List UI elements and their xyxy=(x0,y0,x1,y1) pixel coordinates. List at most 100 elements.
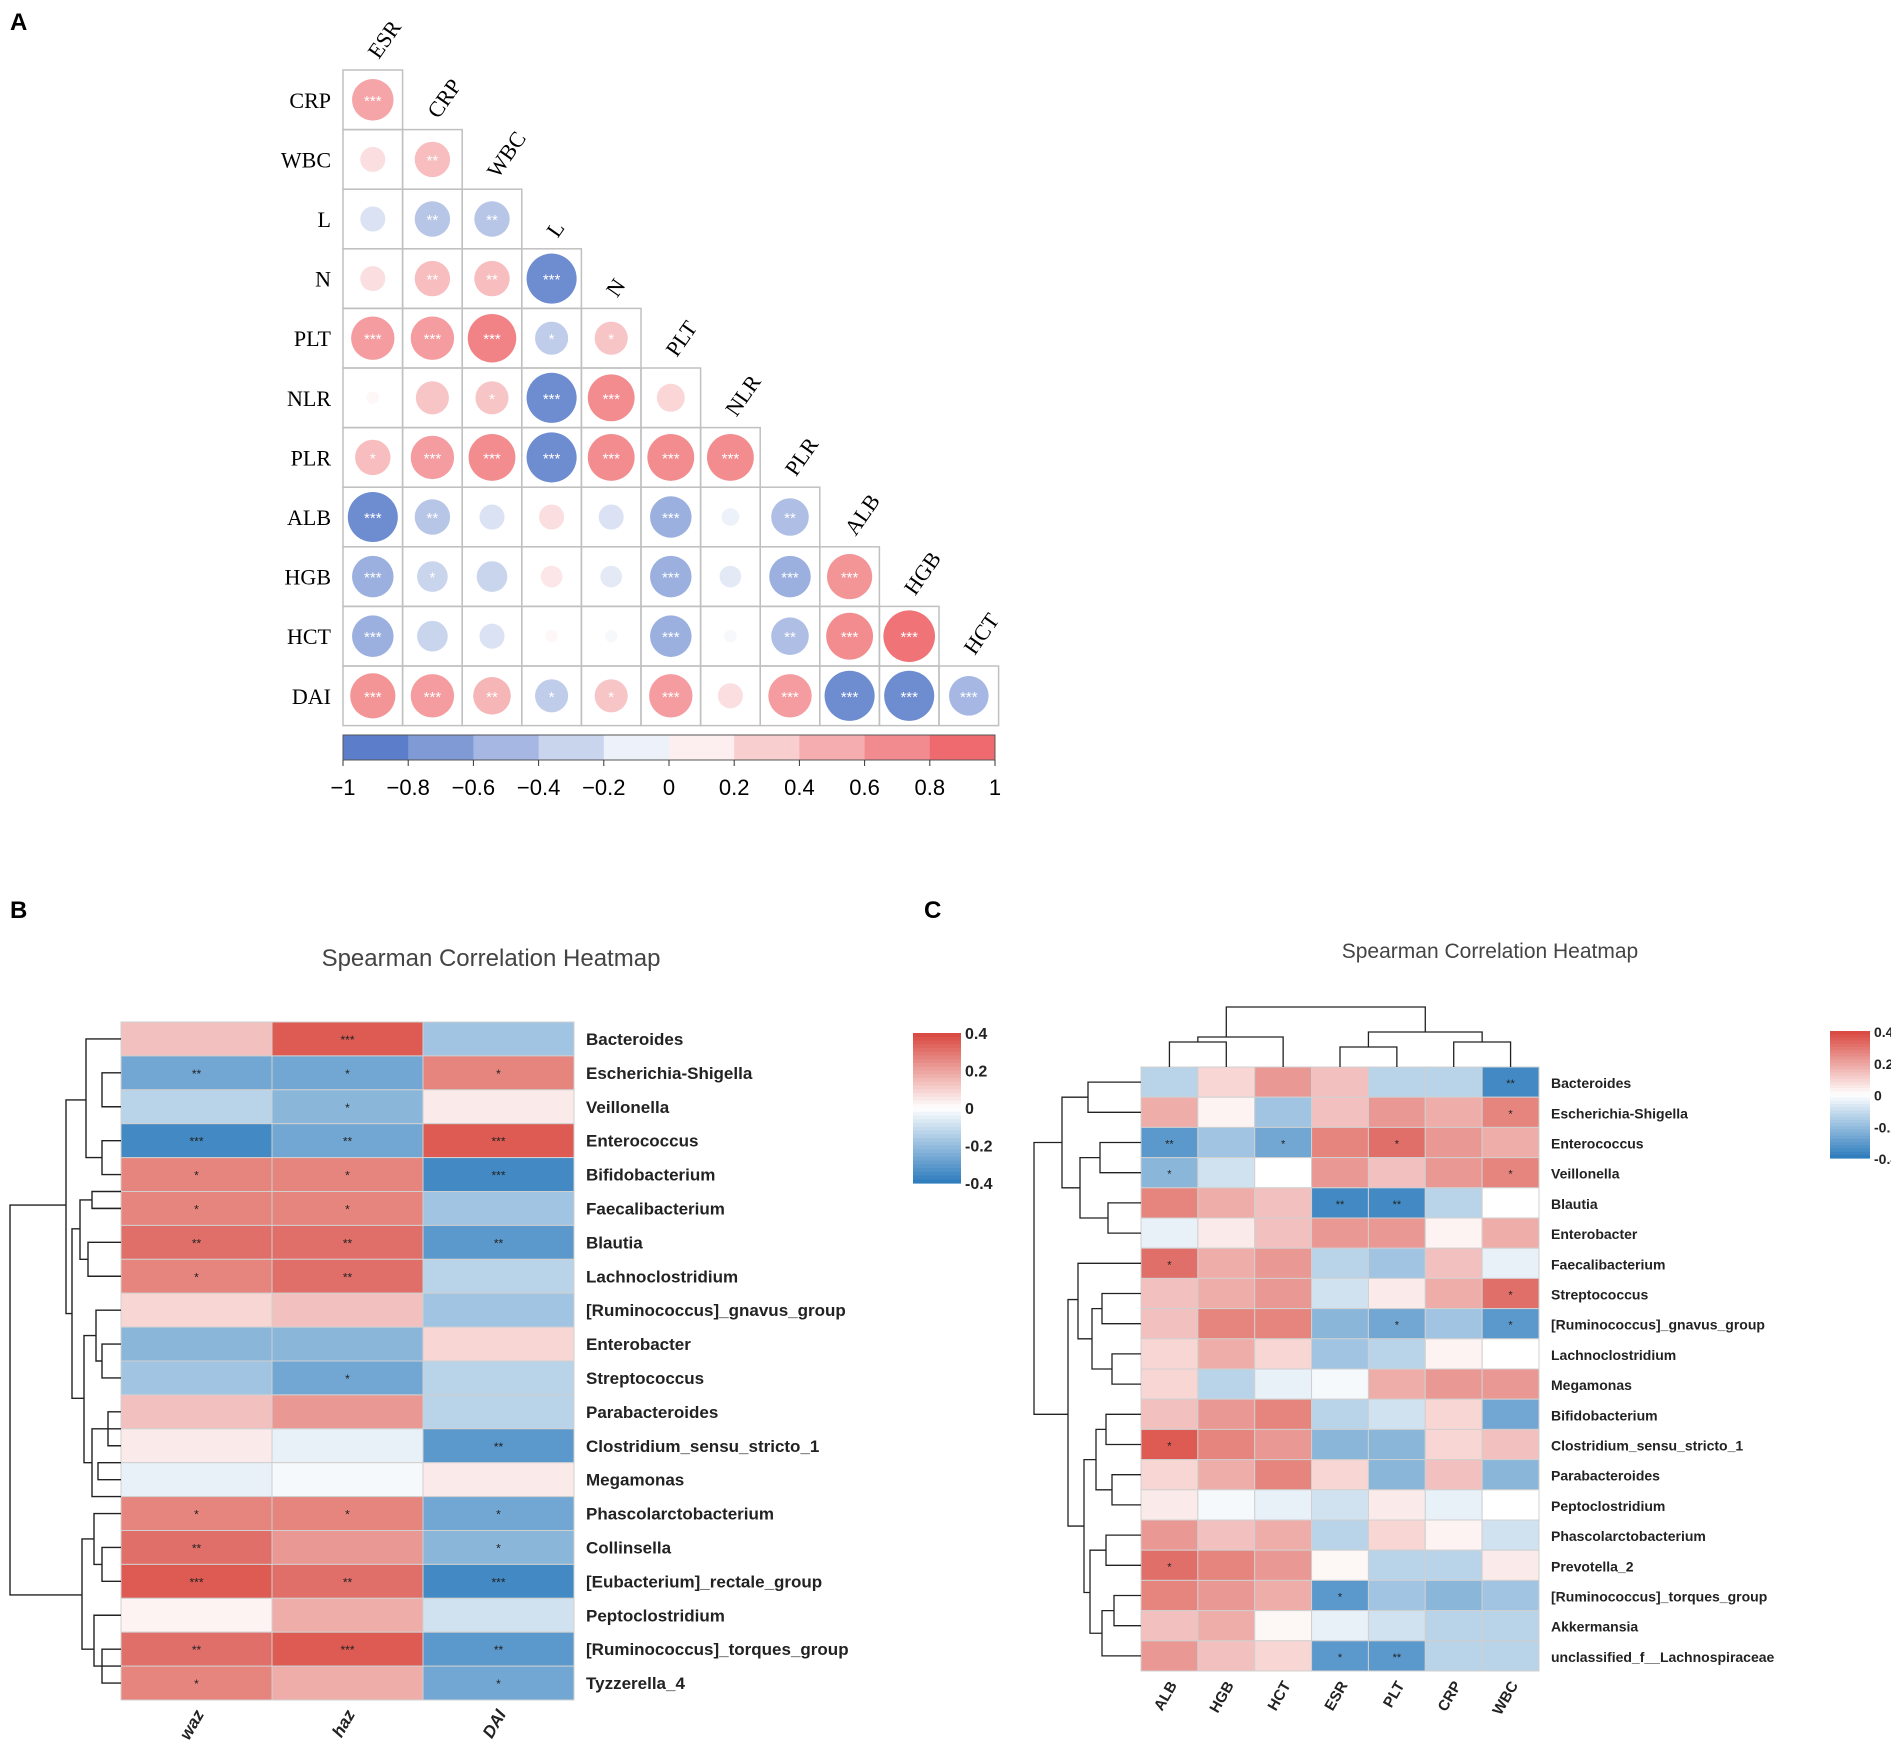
heatmap-cell xyxy=(271,1394,424,1430)
colorbar-tick-label: 1 xyxy=(989,775,1001,800)
significance-label: ** xyxy=(494,1643,504,1657)
heatmap-cell xyxy=(1481,1277,1540,1310)
colorbar-tick-label: 0.2 xyxy=(965,1064,987,1081)
correlation-circle xyxy=(350,673,396,719)
dendrogram-branch xyxy=(83,1334,96,1464)
colorbar-segment xyxy=(913,1111,961,1117)
column-label: PLR xyxy=(780,432,824,480)
heatmap-cell xyxy=(1424,1368,1483,1400)
colorbar-segment xyxy=(913,1044,961,1049)
colorbar-segment xyxy=(913,1160,961,1165)
significance-label: *** xyxy=(364,510,382,527)
heatmap-cell xyxy=(1197,1579,1256,1612)
significance-label: ** xyxy=(427,152,439,169)
dendrogram-branch xyxy=(1067,1298,1084,1527)
heatmap-cell xyxy=(1367,1579,1426,1612)
colorbar-tick-label: 0.2 xyxy=(719,775,750,800)
correlation-circle xyxy=(724,629,737,643)
dendrogram-branch xyxy=(1197,1036,1284,1067)
significance-label: ** xyxy=(192,1236,202,1250)
significance-label: * xyxy=(496,1067,501,1081)
colorbar-segment xyxy=(343,735,409,760)
row-label: Escherichia-Shigella xyxy=(1551,1105,1688,1121)
significance-label: * xyxy=(194,1169,199,1183)
column-label: WBC xyxy=(1489,1678,1522,1718)
colorbar-segment xyxy=(864,735,931,760)
correlation-circle xyxy=(410,435,455,480)
significance-label: ** xyxy=(343,1135,353,1149)
significance-label: *** xyxy=(189,1575,203,1589)
heatmap-cell xyxy=(1254,1338,1313,1370)
heatmap-cell xyxy=(1140,1519,1199,1551)
correlation-circle xyxy=(721,508,740,526)
significance-label: * xyxy=(1395,1139,1400,1151)
colorbar-segment xyxy=(1830,1119,1870,1124)
column-label: HGB xyxy=(899,547,946,599)
heatmap-cell xyxy=(1311,1368,1369,1400)
column-label: L xyxy=(541,216,569,241)
column-label: NLR xyxy=(720,370,766,421)
heatmap-cell xyxy=(271,1157,424,1192)
panel-label-c: C xyxy=(924,897,941,924)
row-label: DAI xyxy=(292,684,331,709)
dendrogram-branch xyxy=(1101,1609,1141,1657)
correlation-circle xyxy=(352,615,394,657)
colorbar-segment xyxy=(734,735,800,760)
significance-label: ** xyxy=(486,212,498,229)
dendrogram-branch xyxy=(1339,1046,1398,1067)
heatmap-cell xyxy=(1367,1519,1426,1551)
correlation-circle xyxy=(769,555,811,598)
significance-label: * xyxy=(1508,1290,1513,1302)
heatmap-cell xyxy=(271,1326,424,1362)
significance-label: * xyxy=(496,1677,501,1691)
heatmap-cell xyxy=(1197,1368,1256,1400)
column-label: HGB xyxy=(1206,1678,1237,1716)
row-label: Tyzzerella_4 xyxy=(586,1674,685,1693)
heatmap-cell xyxy=(271,1462,424,1498)
colorbar-segment xyxy=(913,1081,961,1087)
colorbar-segment xyxy=(913,1149,961,1154)
colorbar-segment xyxy=(1830,1145,1870,1150)
colorbar-tick-label: 0.4 xyxy=(784,775,815,800)
correlation-circle xyxy=(604,629,618,643)
significance-label: *** xyxy=(602,450,620,467)
heatmap-cell xyxy=(1367,1277,1426,1310)
correlation-circle xyxy=(647,433,695,481)
dendrogram-branch xyxy=(95,1309,121,1362)
significance-label: * xyxy=(194,1677,199,1691)
colorbar-segment xyxy=(538,735,605,760)
chart-title: Spearman Correlation Heatmap xyxy=(322,945,661,972)
heatmap-cell xyxy=(1254,1398,1313,1430)
significance-label: *** xyxy=(662,570,680,587)
heatmap-cell xyxy=(1254,1277,1313,1310)
dendrogram-branch xyxy=(1105,1534,1141,1566)
heatmap-cell xyxy=(271,1258,424,1294)
colorbar-segment xyxy=(1830,1072,1870,1077)
heatmap-cell xyxy=(1140,1610,1199,1642)
colorbar-segment xyxy=(1830,1091,1870,1096)
significance-label: *** xyxy=(364,689,382,706)
heatmap-cell xyxy=(1140,1277,1199,1310)
dendrogram-branch xyxy=(71,1228,84,1399)
dendrogram-branch xyxy=(1095,1428,1112,1491)
heatmap-cell xyxy=(120,1326,273,1362)
column-label: HCT xyxy=(958,608,1004,659)
significance-label: ** xyxy=(343,1236,353,1250)
heatmap-cell xyxy=(1311,1489,1369,1521)
significance-label: *** xyxy=(340,1643,354,1657)
significance-label: * xyxy=(1395,1320,1400,1332)
row-label: PLR xyxy=(291,445,332,470)
column-label: CRP xyxy=(1435,1679,1466,1715)
colorbar-tick-label: 0 xyxy=(965,1101,974,1118)
column-label: ESR xyxy=(1321,1678,1351,1713)
heatmap-cell xyxy=(1254,1308,1313,1340)
significance-label: ** xyxy=(343,1575,353,1589)
heatmap-cell xyxy=(1424,1096,1483,1128)
heatmap-cell xyxy=(271,1665,424,1701)
heatmap-cell xyxy=(422,1326,575,1362)
colorbar-segment xyxy=(913,1040,961,1045)
heatmap-cell xyxy=(1367,1066,1426,1098)
significance-label: ** xyxy=(494,1236,504,1250)
significance-label: *** xyxy=(491,1169,505,1183)
